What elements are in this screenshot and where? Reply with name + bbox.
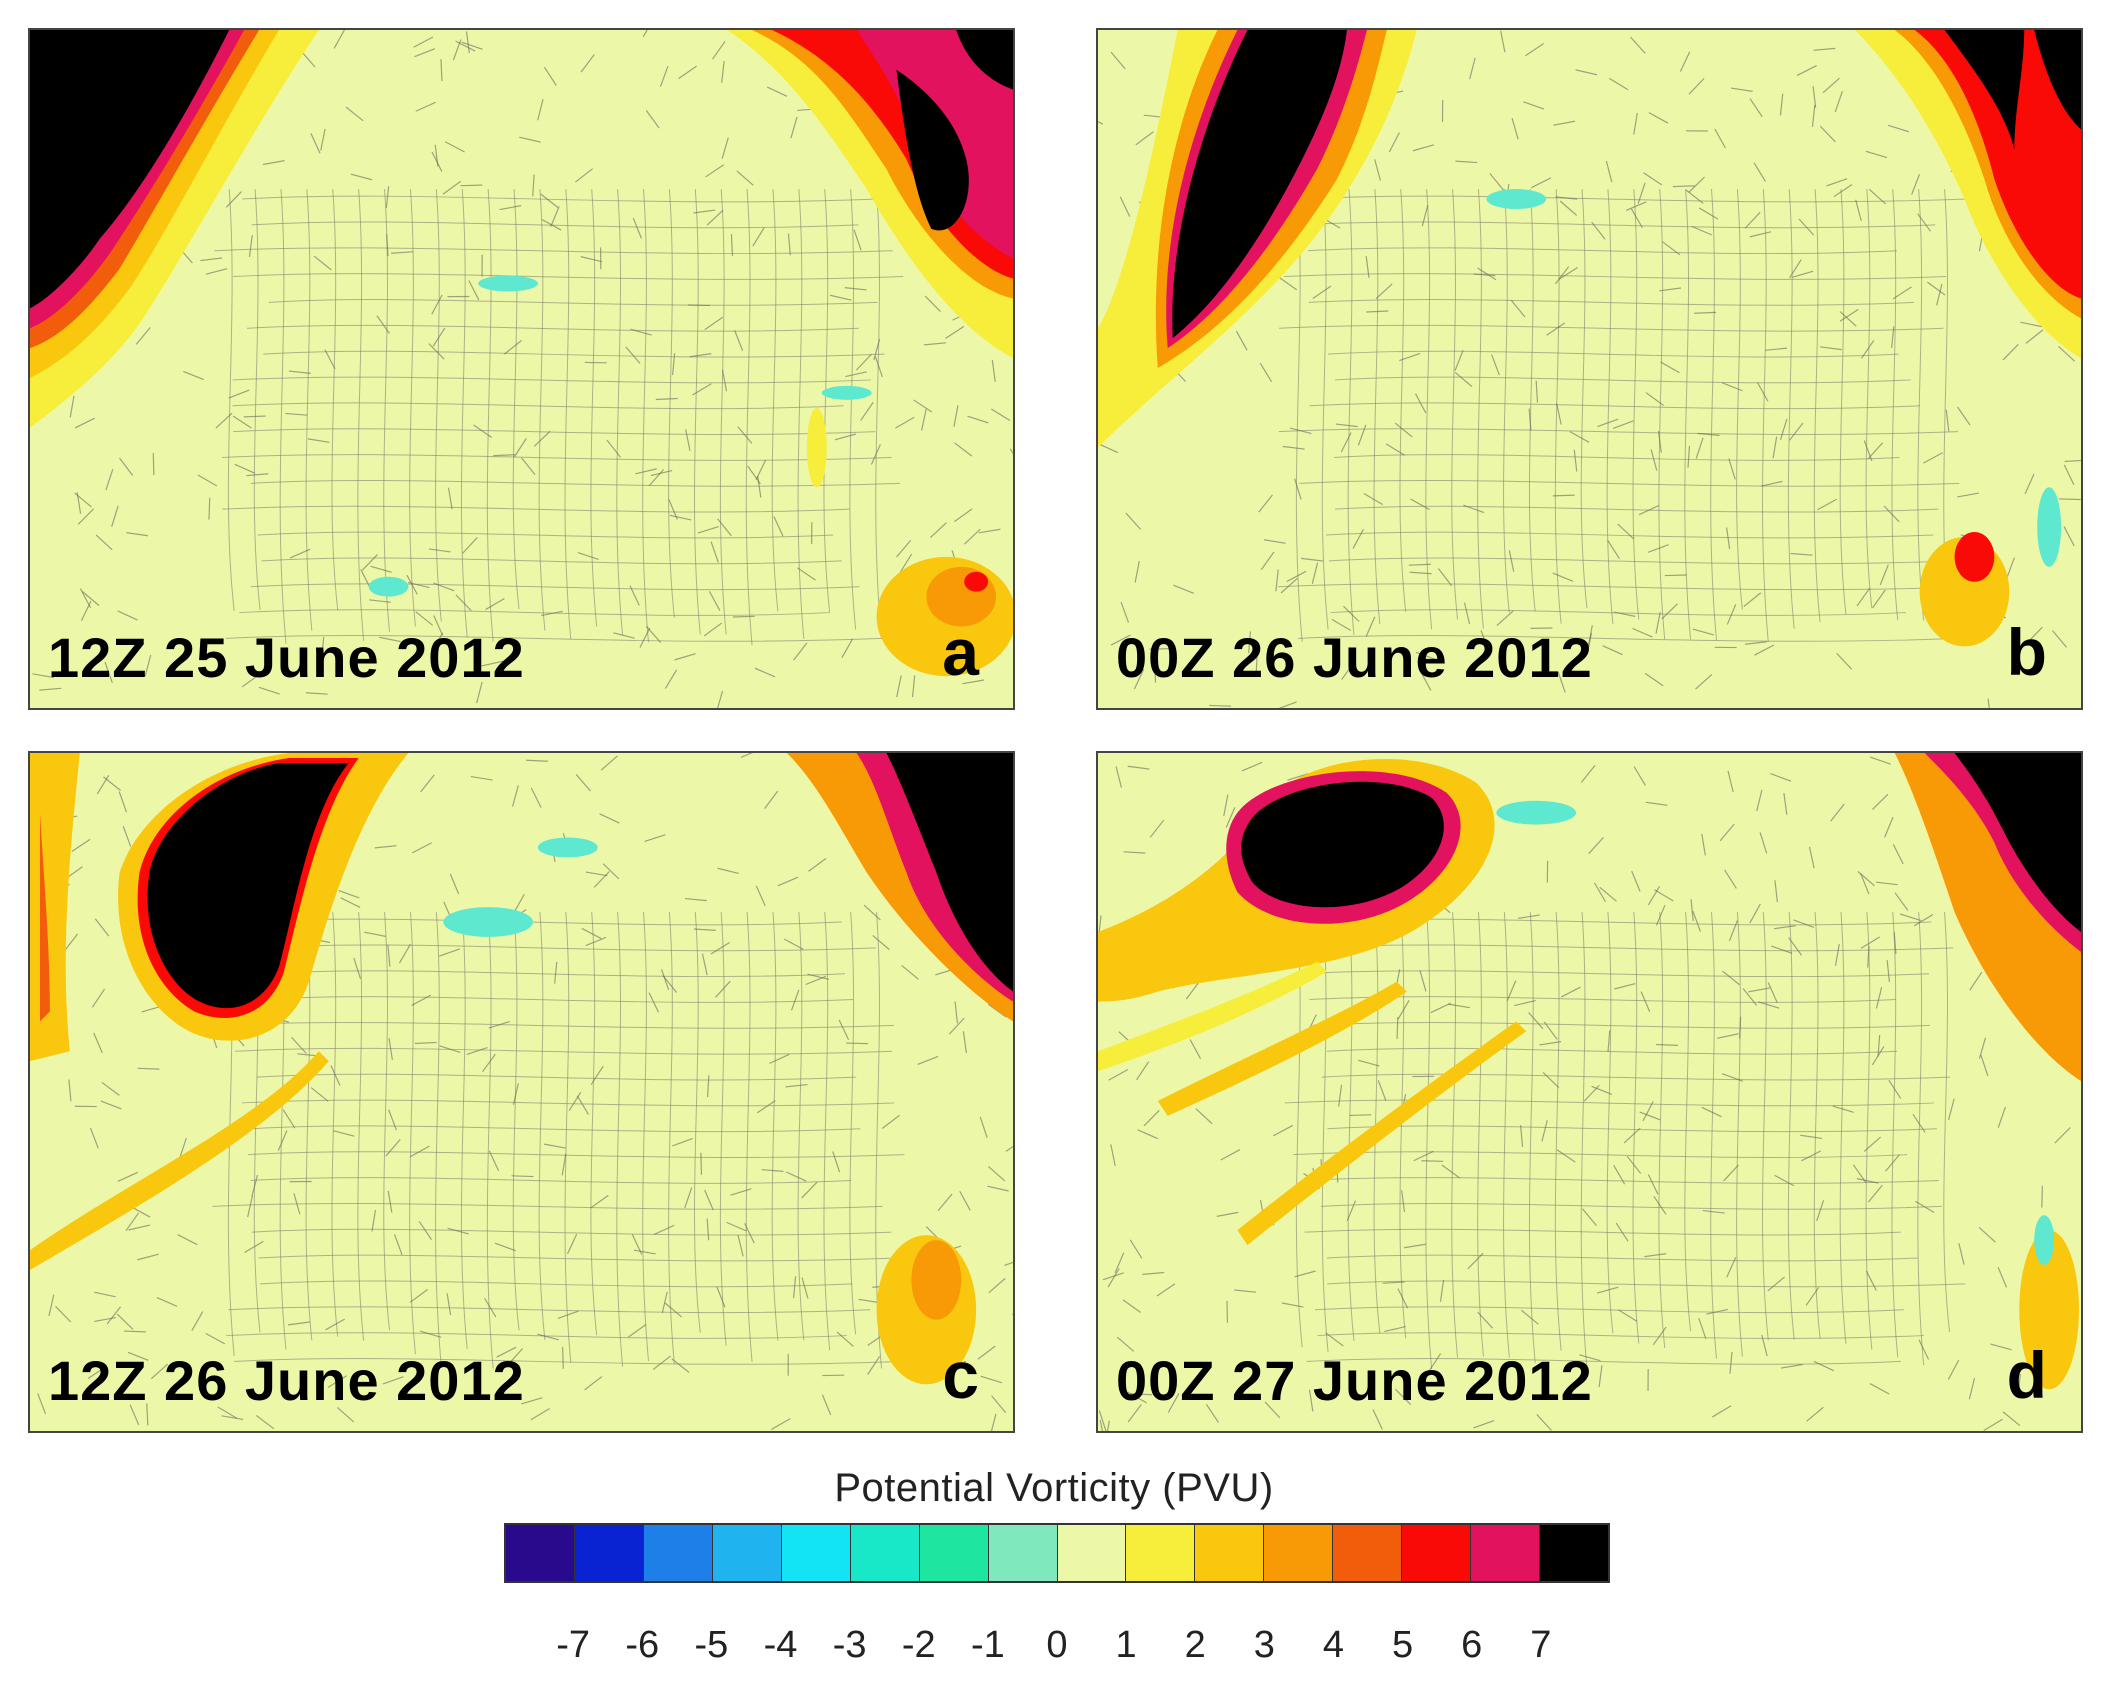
map-panel-a: 12Z 25 June 2012 a <box>28 28 1015 710</box>
colorbar-tick-label: -4 <box>763 1624 798 1666</box>
colorbar-tick-label: 1 <box>1115 1624 1137 1666</box>
colorbar-tick-label: -7 <box>556 1624 591 1666</box>
panel-time-label: 00Z 27 June 2012 <box>1116 1349 1593 1412</box>
colorbar-tick-label: 2 <box>1184 1624 1206 1666</box>
panel-time-label: 00Z 26 June 2012 <box>1116 626 1593 689</box>
colorbar-swatch <box>1057 1525 1127 1581</box>
panel-letter: b <box>2006 615 2047 689</box>
colorbar-swatch <box>1402 1525 1472 1581</box>
map-panel-d: 00Z 27 June 2012 d <box>1096 751 2083 1433</box>
panel-time-label: 12Z 26 June 2012 <box>48 1349 525 1412</box>
panel-letter: d <box>2006 1338 2047 1412</box>
colorbar-tick-label: -5 <box>694 1624 729 1666</box>
colorbar-tick-label: 3 <box>1253 1624 1275 1666</box>
colorbar-swatch <box>1126 1525 1196 1581</box>
colorbar-tick-label: -6 <box>625 1624 660 1666</box>
colorbar-swatch <box>643 1525 713 1581</box>
colorbar-tick-label: 7 <box>1530 1624 1552 1666</box>
colorbar-tick-label: 6 <box>1461 1624 1483 1666</box>
colorbar-swatch <box>1540 1525 1608 1581</box>
colorbar-swatch <box>1264 1525 1334 1581</box>
colorbar <box>504 1523 1610 1583</box>
pv-map-d <box>1098 753 2081 1431</box>
colorbar-swatch <box>988 1525 1058 1581</box>
colorbar-tick-label: -1 <box>970 1624 1005 1666</box>
colorbar-swatch <box>781 1525 851 1581</box>
pv-map-a <box>30 30 1013 708</box>
map-panel-c: 12Z 26 June 2012 c <box>28 751 1015 1433</box>
colorbar-ticks: -7 -6 -5 -4 -3 -2 -1 0 1 2 3 4 5 6 7 <box>0 1624 2108 1674</box>
panel-letter: c <box>942 1338 979 1412</box>
map-panel-b: 00Z 26 June 2012 b <box>1096 28 2083 710</box>
pv-map-c <box>30 753 1013 1431</box>
colorbar-swatch <box>1195 1525 1265 1581</box>
colorbar-swatch <box>850 1525 920 1581</box>
colorbar-tick-label: 4 <box>1322 1624 1345 1666</box>
colorbar-swatch <box>1333 1525 1403 1581</box>
colorbar-swatch <box>919 1525 989 1581</box>
colorbar-swatch <box>1471 1525 1541 1581</box>
panel-time-label: 12Z 25 June 2012 <box>48 626 525 689</box>
colorbar-swatch <box>506 1525 575 1581</box>
colorbar-tick-label: -3 <box>832 1624 867 1666</box>
colorbar-tick-label: 0 <box>1046 1624 1068 1666</box>
colorbar-swatch <box>712 1525 782 1581</box>
colorbar-title: Potential Vorticity (PVU) <box>834 1466 1274 1510</box>
colorbar-tick-label: -2 <box>901 1624 936 1666</box>
colorbar-tick-label: 5 <box>1392 1624 1414 1666</box>
pv-map-b <box>1098 30 2081 708</box>
panel-letter: a <box>942 615 979 689</box>
colorbar-swatch <box>574 1525 644 1581</box>
